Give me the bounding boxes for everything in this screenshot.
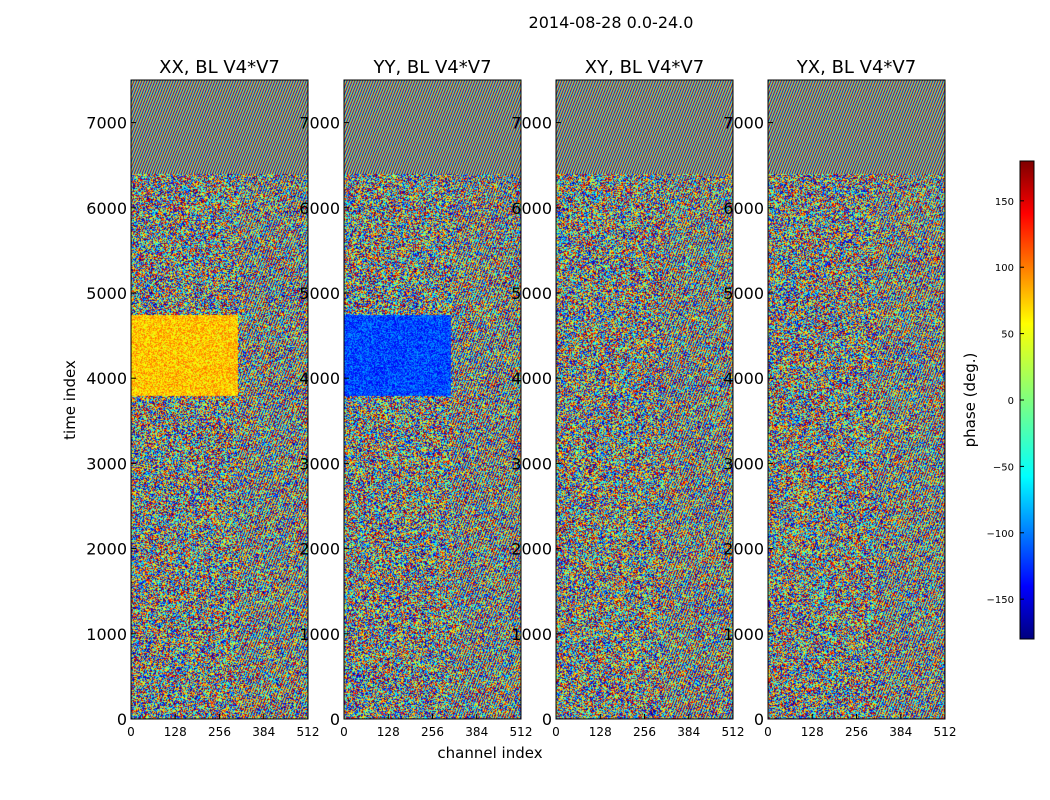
x-tick-label: 512 [510,725,533,739]
y-tick-label: 1000 [299,625,340,644]
colorbar-label: phase (deg.) [961,353,979,448]
panel-3: YX, BL V4*V7 0 1000 2000 3000 4000 5000 6000 700… [723,57,956,739]
y-tick-label: 3000 [511,454,552,473]
x-tick-label: 256 [845,725,868,739]
colorbar-tick-label: 150 [995,197,1014,208]
y-tick-label: 3000 [86,454,127,473]
colorbar-tick-label: 50 [1001,330,1014,341]
x-tick-label: 256 [421,725,444,739]
y-tick-label: 6000 [723,199,764,218]
x-tick-label: 128 [801,725,824,739]
x-tick-label: 0 [552,725,560,739]
y-tick-label: 5000 [299,284,340,303]
y-tick-label: 4000 [723,369,764,388]
y-axis-label: time index [61,360,79,440]
colorbar-tick-label: 100 [995,263,1014,274]
y-tick-label: 6000 [511,199,552,218]
y-tick-label: 1000 [723,625,764,644]
y-tick-label: 7000 [299,114,340,133]
panel-title: YX, BL V4*V7 [796,57,916,78]
panel-image [556,80,733,719]
x-tick-label: 128 [164,725,187,739]
panel-image [131,80,308,719]
y-tick-label: 2000 [86,540,127,559]
x-tick-label: 128 [589,725,612,739]
x-tick-label: 0 [127,725,135,739]
y-tick-label: 7000 [511,114,552,133]
y-tick-label: 4000 [511,369,552,388]
y-tick-label: 5000 [86,284,127,303]
panel-image [768,80,945,719]
y-tick-label: 5000 [511,284,552,303]
x-tick-label: 384 [252,725,275,739]
x-tick-label: 384 [889,725,912,739]
panel-title: XX, BL V4*V7 [159,57,280,78]
x-tick-label: 256 [633,725,656,739]
x-tick-label: 0 [764,725,772,739]
y-tick-label: 2000 [723,540,764,559]
y-tick-label: 6000 [299,199,340,218]
y-tick-label: 2000 [511,540,552,559]
colorbar-tick-label: −50 [993,462,1014,473]
panel-1: YY, BL V4*V7 0 1000 2000 3000 4000 5000 6000 700… [299,57,532,739]
y-tick-label: 4000 [86,369,127,388]
y-tick-label: 1000 [86,625,127,644]
y-tick-label: 1000 [511,625,552,644]
x-tick-label: 0 [340,725,348,739]
y-tick-label: 4000 [299,369,340,388]
panels: XX, BL V4*V7 0 1000 2000 3000 4000 5000 6000 700… [86,57,956,739]
y-tick-label: 3000 [723,454,764,473]
figure-title: 2014-08-28 0.0-24.0 [529,13,694,32]
panel-title: XY, BL V4*V7 [585,57,704,78]
x-axis-label: channel index [437,744,542,762]
panel-2: XY, BL V4*V7 0 1000 2000 3000 4000 5000 6000 700… [511,57,744,739]
y-tick-label: 2000 [299,540,340,559]
y-tick-label: 5000 [723,284,764,303]
y-tick-label: 0 [117,710,127,729]
x-tick-label: 512 [297,725,320,739]
colorbar-tick-label: 0 [1008,396,1014,407]
y-tick-label: 6000 [86,199,127,218]
x-tick-label: 512 [722,725,745,739]
y-tick-label: 0 [754,710,764,729]
y-tick-label: 7000 [86,114,127,133]
y-tick-label: 7000 [723,114,764,133]
colorbar: 150 100 50 0 −50 −100 −150 [987,161,1034,639]
x-tick-label: 384 [465,725,488,739]
y-tick-label: 0 [542,710,552,729]
y-tick-label: 3000 [299,454,340,473]
colorbar-tick-label: −100 [987,529,1014,540]
panel-title: YY, BL V4*V7 [372,57,491,78]
panel-image [344,80,521,719]
x-tick-label: 256 [208,725,231,739]
x-tick-label: 512 [934,725,957,739]
x-tick-label: 128 [377,725,400,739]
panel-0: XX, BL V4*V7 0 1000 2000 3000 4000 5000 6000 700… [86,57,319,739]
colorbar-tick-label: −150 [987,595,1014,606]
x-tick-label: 384 [677,725,700,739]
y-tick-label: 0 [330,710,340,729]
